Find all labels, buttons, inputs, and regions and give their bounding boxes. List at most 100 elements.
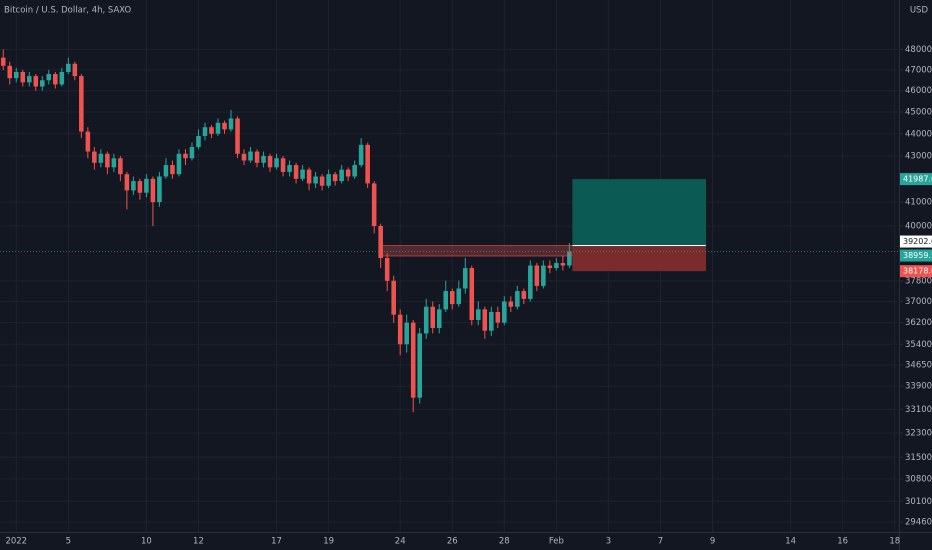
candle-body: [352, 165, 357, 177]
candle-body: [508, 301, 514, 307]
candle-body: [378, 226, 383, 259]
candle-body: [417, 333, 422, 398]
y-tick-label: 40000.0: [905, 222, 932, 232]
entry-tag-box: [900, 235, 932, 248]
candle-body: [339, 169, 344, 182]
candle-body: [111, 158, 117, 168]
candle-body: [183, 153, 188, 159]
y-tick-label: 35400.0: [905, 340, 932, 350]
candle-body: [319, 176, 325, 186]
candle-body: [150, 178, 156, 203]
candle-body: [502, 301, 507, 323]
candle-body: [196, 135, 201, 148]
candle-body: [528, 265, 533, 299]
candle-body: [462, 268, 468, 289]
candle-body: [215, 122, 221, 134]
x-tick-label: 18: [889, 537, 900, 547]
candle-body: [287, 165, 292, 172]
candle-body: [59, 71, 65, 85]
stop-tag: 38178.0: [903, 267, 932, 276]
candle-body: [176, 153, 182, 175]
candle-body: [53, 74, 58, 85]
candle-body: [443, 291, 449, 310]
candle-body: [423, 306, 429, 334]
candle-body: [489, 312, 494, 331]
x-tick-label: 9: [710, 537, 715, 547]
candle-body: [46, 74, 52, 81]
target-area: [572, 179, 707, 246]
chart-title: Bitcoin / U.S. Dollar, 4h, SAXO: [4, 6, 132, 16]
candle-body: [13, 71, 19, 79]
candle-body: [163, 165, 169, 177]
candle-body: [27, 76, 32, 83]
last-price-tag-box: [900, 249, 932, 262]
y-tick-label: 47000.0: [905, 65, 932, 75]
candle-body: [228, 118, 234, 130]
candle-body: [521, 291, 527, 299]
candle-body: [33, 76, 39, 87]
candle-body: [66, 63, 71, 72]
candle-body: [248, 151, 253, 161]
candle-body: [209, 127, 214, 134]
candle-body: [241, 153, 247, 161]
x-tick-label: Feb: [549, 537, 564, 547]
candle-body: [7, 65, 13, 79]
candle-body: [449, 291, 455, 305]
candle-body: [456, 288, 462, 305]
candle-body: [274, 158, 279, 168]
x-tick-label: 12: [193, 537, 204, 547]
candle-body: [202, 127, 208, 136]
candle-body: [40, 80, 45, 87]
candle-body: [300, 169, 305, 179]
y-tick-label: 43000.0: [905, 152, 932, 162]
candle-body: [541, 265, 546, 286]
candle-body: [118, 158, 123, 175]
x-tick-label: 2022: [5, 537, 27, 547]
candle-body: [306, 169, 312, 184]
candle-body: [436, 309, 442, 329]
candle-body: [137, 181, 143, 193]
x-tick-label: 7: [658, 537, 663, 547]
entry-tag: 39202.0: [903, 237, 932, 246]
candle-body: [144, 178, 149, 193]
candle-body: [222, 122, 227, 130]
candle-body: [98, 153, 104, 163]
candle-body: [261, 156, 266, 163]
candle-body: [476, 309, 481, 320]
candle-body: [280, 158, 286, 172]
candle-body: [567, 251, 572, 266]
candle-body: [313, 176, 318, 184]
candle-body: [20, 71, 26, 83]
y-tick-label: 30100.0: [905, 497, 932, 507]
y-tick-label: 37000.0: [905, 297, 932, 307]
y-tick-label: 41000.0: [905, 198, 932, 208]
candle-body: [105, 153, 110, 168]
candle-body: [332, 174, 338, 182]
x-tick-label: 5: [66, 537, 71, 547]
candle-body: [384, 258, 390, 281]
candle-body: [92, 151, 97, 163]
candle-body: [79, 76, 84, 132]
candle-body: [189, 147, 195, 159]
candle-body: [410, 322, 416, 398]
candle-body: [482, 309, 488, 331]
stop-area: [572, 245, 707, 272]
y-tick-label: 29460.0: [905, 518, 932, 528]
candle-body: [495, 312, 501, 323]
x-tick-label: 19: [323, 537, 334, 547]
y-tick-label: 44000.0: [905, 129, 932, 139]
candle-body: [515, 291, 520, 307]
candle-body: [326, 174, 331, 186]
y-tick-label: 36200.0: [905, 318, 932, 328]
candle-body: [72, 63, 78, 77]
candle-body: [371, 183, 377, 227]
candle-body: [85, 131, 91, 152]
candle-body: [404, 322, 409, 345]
candle-body: [170, 165, 175, 175]
x-tick-label: 28: [499, 537, 510, 547]
last-price-tag: 38959.5: [903, 251, 932, 260]
candle-body: [157, 176, 162, 203]
candle-body: [430, 306, 436, 329]
y-tick-label: 33900.0: [905, 382, 932, 392]
candle-body: [254, 151, 260, 163]
